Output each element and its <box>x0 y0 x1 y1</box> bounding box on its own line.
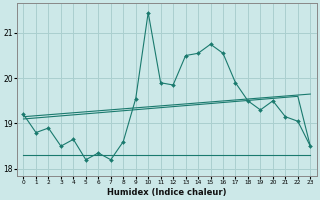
X-axis label: Humidex (Indice chaleur): Humidex (Indice chaleur) <box>107 188 227 197</box>
